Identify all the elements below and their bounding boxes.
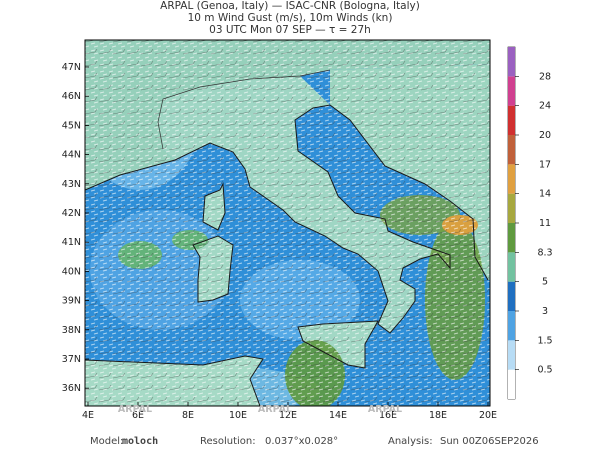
footer-text: 0.037°x0.028° bbox=[265, 436, 338, 447]
lat-label: 43N bbox=[62, 179, 81, 190]
colorbar-label: 11 bbox=[539, 218, 551, 229]
coastline bbox=[174, 104, 489, 334]
colorbar-segment bbox=[508, 47, 515, 77]
lat-label: 36N bbox=[62, 383, 81, 394]
colorbar-label: 3 bbox=[542, 306, 548, 317]
colorbar-segment bbox=[508, 105, 515, 135]
colorbar-segment bbox=[508, 281, 515, 311]
lon-label: 4E bbox=[82, 410, 94, 421]
colorbar-segment bbox=[508, 164, 515, 194]
header-line: ARPAL (Genoa, Italy) — ISAC-CNR (Bologna… bbox=[160, 0, 420, 12]
lat-label: 47N bbox=[62, 62, 81, 73]
colorbar-segment bbox=[508, 135, 515, 165]
coastline bbox=[85, 182, 379, 406]
lat-label: 38N bbox=[62, 325, 81, 336]
watermark: ARPAL bbox=[258, 404, 292, 415]
lat-label: 39N bbox=[62, 296, 81, 307]
colorbar-segment bbox=[508, 369, 515, 399]
wind-barbs bbox=[85, 40, 490, 406]
colorbar-segment bbox=[508, 223, 515, 253]
colorbar-label: 1.5 bbox=[537, 335, 552, 346]
map-frame bbox=[84, 39, 491, 407]
footer-text: Sun 00Z06SEP2026 bbox=[440, 436, 539, 447]
footer-text: moloch bbox=[122, 436, 158, 447]
lon-label: 20E bbox=[479, 410, 497, 421]
lat-label: 40N bbox=[62, 266, 81, 277]
lon-label: 18E bbox=[429, 410, 447, 421]
colorbar-segment bbox=[508, 193, 515, 223]
lat-label: 44N bbox=[62, 150, 81, 161]
footer-text: Model: bbox=[90, 436, 123, 447]
lat-label: 42N bbox=[62, 208, 81, 219]
lat-label: 37N bbox=[62, 354, 81, 365]
footer-text: Analysis: bbox=[388, 436, 433, 447]
colorbar-label: 20 bbox=[539, 130, 551, 141]
lon-label: 16E bbox=[379, 410, 397, 421]
lon-label: 8E bbox=[182, 410, 194, 421]
colorbar-label: 8.3 bbox=[537, 247, 552, 258]
colorbar-segment bbox=[508, 311, 515, 341]
border bbox=[157, 69, 331, 150]
lon-label: 10E bbox=[229, 410, 247, 421]
map-area bbox=[85, 40, 490, 406]
footer-text: Resolution: bbox=[200, 436, 256, 447]
colorbar-segment bbox=[508, 252, 515, 282]
lat-label: 46N bbox=[62, 91, 81, 102]
lat-label: 45N bbox=[62, 120, 81, 131]
header-line: 10 m Wind Gust (m/s), 10m Winds (kn) bbox=[188, 12, 393, 24]
coastline bbox=[85, 159, 176, 191]
watermark: ARPAL bbox=[118, 404, 152, 415]
colorbar-label: 5 bbox=[542, 277, 548, 288]
colorbar-segment bbox=[508, 76, 515, 106]
lat-label: 41N bbox=[62, 237, 81, 248]
watermark: ARPAL bbox=[368, 404, 402, 415]
header-line: 03 UTC Mon 07 SEP — τ = 27h bbox=[209, 24, 371, 36]
colorbar-label: 14 bbox=[539, 189, 551, 200]
lon-label: 12E bbox=[279, 410, 297, 421]
colorbar-label: 28 bbox=[539, 71, 551, 82]
colorbar-segment bbox=[508, 340, 515, 370]
lon-label: 14E bbox=[329, 410, 347, 421]
lon-label: 6E bbox=[132, 410, 144, 421]
colorbar-label: 0.5 bbox=[537, 365, 552, 376]
colorbar-label: 24 bbox=[539, 101, 551, 112]
colorbar-label: 17 bbox=[539, 159, 551, 170]
